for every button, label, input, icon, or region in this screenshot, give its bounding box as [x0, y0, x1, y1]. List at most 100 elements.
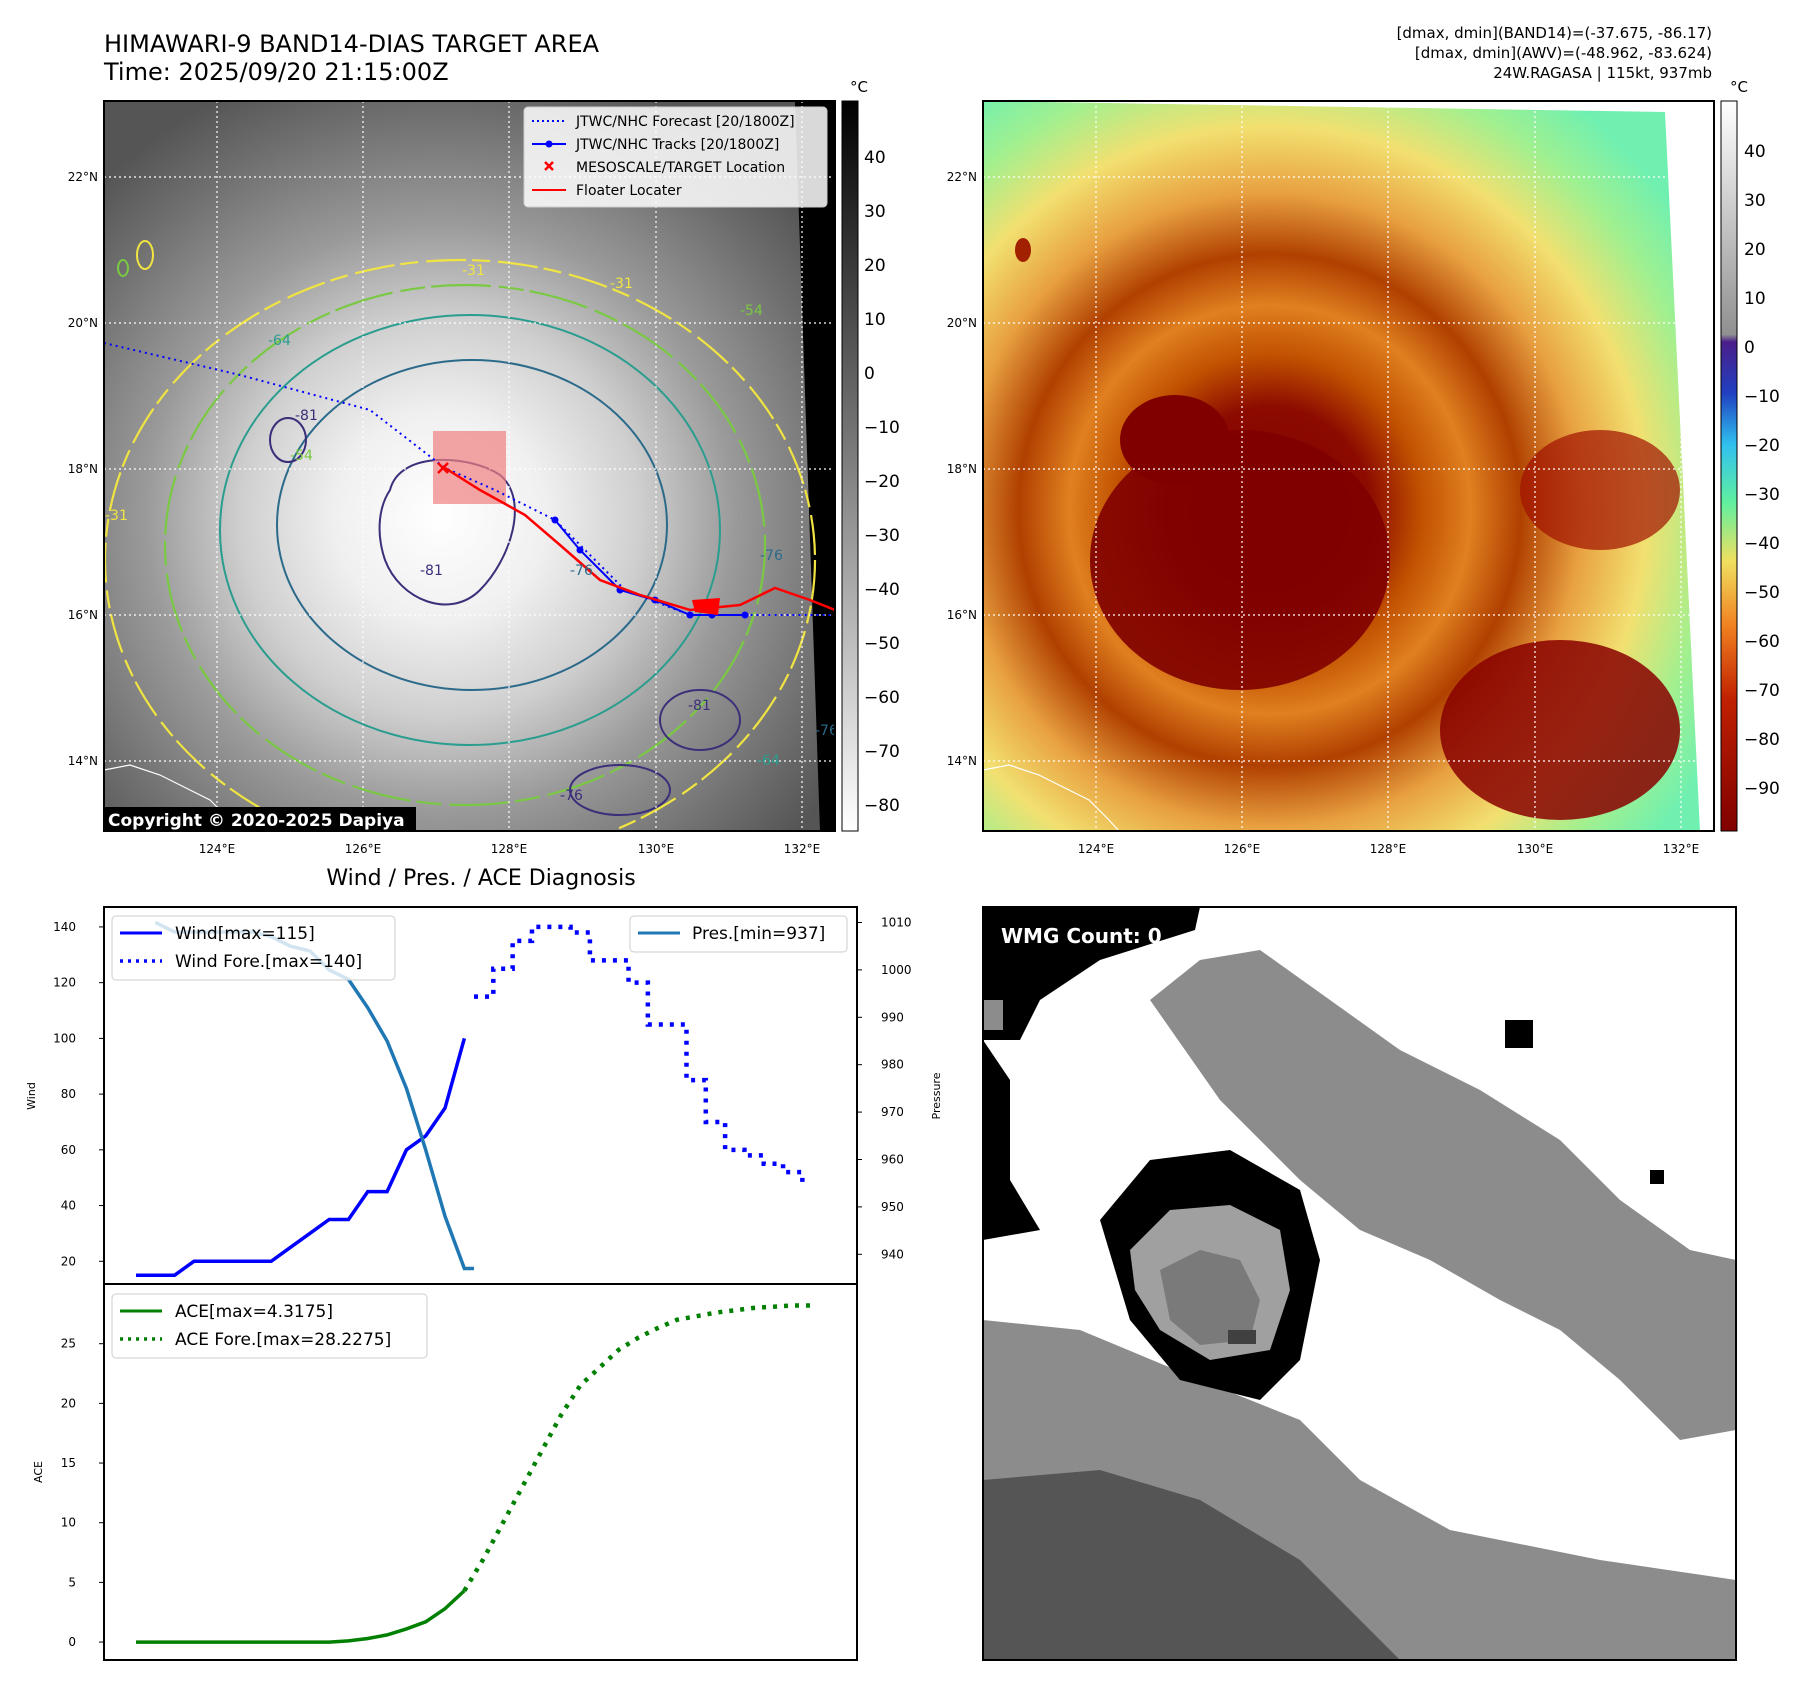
ace-ytick-label: 5	[68, 1575, 76, 1589]
legend-ace-forecast: ACE Fore.[max=28.2275]	[175, 1330, 391, 1350]
svg-text:−70: −70	[864, 742, 900, 762]
svg-text:128°E: 128°E	[1370, 842, 1407, 856]
contour-64	[219, 314, 721, 746]
copyright-text: Copyright © 2020-2025 Dapiya	[108, 811, 405, 831]
pressure-ytick-label: 950	[881, 1200, 904, 1214]
ace-chart: ACE 25 20 15 10 5 0 ACE[max=4.3175] ACE Fore.…	[32, 1283, 858, 1661]
wind-ytick-label: 40	[61, 1199, 76, 1213]
pressure-ytick-label: 960	[881, 1152, 904, 1166]
svg-text:132°E: 132°E	[1663, 842, 1700, 856]
svg-text:-76: -76	[760, 548, 783, 564]
ace-forecast-line	[462, 1303, 813, 1592]
legend-pressure: Pres.[min=937]	[692, 924, 825, 944]
svg-text:10: 10	[1744, 289, 1766, 309]
ace-ytick-label: 0	[68, 1635, 76, 1649]
svg-text:0: 0	[1744, 338, 1755, 358]
svg-text:−40: −40	[1744, 534, 1780, 554]
svg-text:126°E: 126°E	[345, 842, 382, 856]
pressure-ylabel: Pressure	[930, 1072, 943, 1119]
copyright-bg	[104, 807, 416, 831]
pressure-ytick-label: 980	[881, 1058, 904, 1072]
awv-lon-labels: 124°E 126°E 128°E 130°E 132°E	[1078, 842, 1700, 856]
svg-text:-76: -76	[570, 563, 593, 579]
svg-text:−60: −60	[864, 688, 900, 708]
wind-pressure-chart: Wind Pressure 140 120 100 80 60 40 20 1010 1000…	[25, 906, 943, 1285]
svg-text:−50: −50	[864, 634, 900, 654]
stat-awv: [dmax, dmin](AWV)=(-48.962, -83.624)	[1415, 44, 1712, 62]
svg-text:-81: -81	[688, 698, 711, 714]
svg-text:−70: −70	[1744, 681, 1780, 701]
svg-text:14°N: 14°N	[68, 754, 98, 768]
wind-ytick-label: 140	[53, 920, 76, 934]
svg-text:18°N: 18°N	[947, 462, 977, 476]
svg-text:16°N: 16°N	[947, 608, 977, 622]
svg-text:-54: -54	[740, 303, 763, 319]
awv-cbar-unit: °C	[1730, 78, 1748, 96]
svg-text:20: 20	[864, 256, 886, 276]
ace-yticks: 25 20 15 10 5 0	[61, 1337, 104, 1649]
wind-ytick-label: 100	[53, 1031, 76, 1045]
svg-text:−10: −10	[1744, 387, 1780, 407]
awv-lat-labels: 22°N 20°N 18°N 16°N 14°N	[947, 170, 977, 768]
svg-text:124°E: 124°E	[199, 842, 236, 856]
svg-text:−30: −30	[864, 526, 900, 546]
pressure-yticks: 1010 1000 990 980 970 960 950 940	[857, 915, 912, 1261]
svg-text:−90: −90	[1744, 779, 1780, 799]
wind-ytick-label: 60	[61, 1143, 76, 1157]
svg-text:22°N: 22°N	[68, 170, 98, 184]
svg-text:−60: −60	[1744, 632, 1780, 652]
wind-ytick-label: 120	[53, 976, 76, 990]
svg-text:-31: -31	[610, 276, 633, 292]
legend-tracks: JTWC/NHC Tracks [20/1800Z]	[575, 137, 779, 153]
svg-text:130°E: 130°E	[638, 842, 675, 856]
wind-ytick-label: 20	[61, 1254, 76, 1268]
ir-cbar-unit: °C	[850, 78, 868, 96]
ir-map-panel: -31 -31 -31 -54 -64 -76 -76 -81 -81 -76 …	[68, 78, 900, 856]
pressure-ytick-label: 990	[881, 1010, 904, 1024]
svg-text:−20: −20	[1744, 436, 1780, 456]
svg-text:-54: -54	[290, 448, 313, 464]
ace-series-group	[136, 1303, 813, 1644]
legend-ace: ACE[max=4.3175]	[175, 1302, 333, 1322]
pressure-ytick-label: 940	[881, 1247, 904, 1261]
svg-text:-31: -31	[462, 263, 485, 279]
svg-text:16°N: 16°N	[68, 608, 98, 622]
ir-contour-labels: -31 -31 -31 -54 -64 -76 -76 -81 -81 -76 …	[105, 263, 835, 804]
wmg-black-region	[983, 907, 1200, 1240]
ace-line	[136, 1589, 466, 1644]
wind-ylabel: Wind	[25, 1082, 38, 1110]
ace-legend: ACE[max=4.3175] ACE Fore.[max=28.2275]	[111, 1293, 428, 1359]
wind-legend: Wind[max=115] Wind Fore.[max=140]	[111, 915, 396, 981]
svg-text:22°N: 22°N	[947, 170, 977, 184]
pres-legend: Pres.[min=937]	[629, 915, 848, 953]
svg-text:-76: -76	[560, 788, 583, 804]
awv-colorbar: °C 40 30 20 10 0 −10 −20 −30 −40 −50 −60…	[1720, 78, 1780, 832]
contour-76	[276, 359, 668, 691]
pressure-ytick-label: 970	[881, 1105, 904, 1119]
legend-wind-forecast: Wind Fore.[max=140]	[175, 952, 362, 972]
svg-text:−30: −30	[1744, 485, 1780, 505]
svg-text:18°N: 18°N	[68, 462, 98, 476]
svg-text:-64: -64	[757, 753, 780, 769]
wind-forecast-line	[474, 924, 805, 1184]
pressure-ytick-label: 1000	[881, 963, 912, 977]
awv-gridlines	[983, 101, 1714, 831]
ir-legend: JTWC/NHC Forecast [20/1800Z] JTWC/NHC Tr…	[523, 106, 828, 208]
awv-map-frame	[982, 100, 1715, 832]
diagnosis-title: Wind / Pres. / ACE Diagnosis	[326, 866, 635, 891]
wind-line	[136, 1037, 467, 1277]
svg-text:−40: −40	[864, 580, 900, 600]
svg-text:-81: -81	[420, 563, 443, 579]
ir-lon-labels: 124°E 126°E 128°E 130°E 132°E	[199, 842, 821, 856]
svg-text:132°E: 132°E	[784, 842, 821, 856]
svg-text:-64: -64	[268, 333, 291, 349]
svg-text:20°N: 20°N	[947, 316, 977, 330]
pressure-ytick-label: 1010	[881, 915, 912, 929]
wind-yticks: 140 120 100 80 60 40 20	[53, 920, 104, 1268]
stat-band14: [dmax, dmin](BAND14)=(-37.675, -86.17)	[1397, 24, 1712, 42]
svg-text:-31: -31	[105, 508, 128, 524]
svg-text:40: 40	[1744, 142, 1766, 162]
svg-text:128°E: 128°E	[491, 842, 528, 856]
legend-floater: Floater Locater	[576, 183, 682, 199]
svg-text:10: 10	[864, 310, 886, 330]
